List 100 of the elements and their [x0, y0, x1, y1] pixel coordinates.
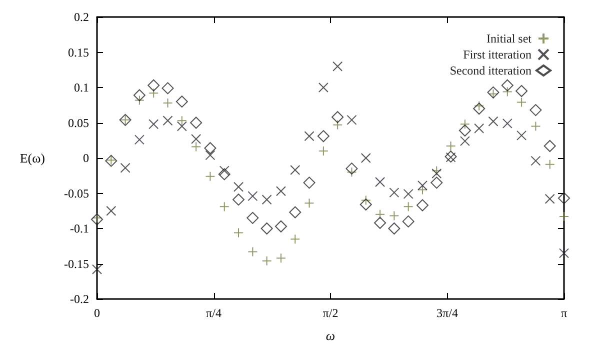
point — [460, 136, 470, 146]
point — [276, 253, 286, 264]
point — [191, 142, 202, 152]
point — [502, 86, 512, 97]
point — [544, 194, 555, 204]
point — [176, 121, 187, 132]
y-tick-label: 0.1 — [74, 80, 89, 94]
point — [91, 213, 103, 226]
y-tick-label: 0.2 — [74, 10, 89, 24]
x-tick-label: 0 — [94, 306, 100, 320]
point — [432, 168, 442, 179]
point — [318, 146, 328, 156]
point — [205, 171, 216, 182]
point — [205, 150, 216, 160]
point — [274, 220, 287, 232]
point — [375, 176, 386, 187]
point — [304, 198, 314, 208]
point — [403, 188, 414, 199]
point — [430, 176, 443, 189]
point — [516, 85, 528, 98]
point — [260, 222, 273, 234]
point — [530, 121, 541, 132]
point — [417, 180, 428, 190]
point — [488, 116, 498, 126]
point — [190, 116, 202, 129]
x-axis-title: ω — [326, 328, 336, 343]
point — [530, 104, 542, 116]
point — [92, 264, 102, 274]
point — [389, 188, 400, 198]
point — [148, 79, 160, 92]
y-tick-label: 0.15 — [68, 45, 89, 60]
x-tick-label: π/4 — [206, 306, 222, 320]
y-tick-label: 0.05 — [68, 116, 89, 130]
point — [530, 156, 541, 166]
point — [290, 234, 300, 244]
legend-label: First itteration — [463, 48, 532, 62]
y-tick-label: -0.15 — [64, 256, 89, 271]
point — [248, 246, 258, 257]
point — [92, 212, 102, 223]
point — [474, 100, 484, 111]
point — [474, 123, 484, 134]
point — [162, 82, 174, 94]
point — [360, 198, 372, 211]
point — [234, 182, 244, 192]
point — [516, 130, 527, 140]
x-tick-label: π/2 — [322, 306, 338, 320]
point — [432, 166, 442, 176]
point — [416, 199, 428, 212]
point — [332, 61, 343, 72]
point — [248, 191, 258, 202]
point — [473, 102, 486, 115]
point — [134, 95, 144, 106]
point — [403, 202, 414, 212]
point — [388, 222, 400, 234]
point — [516, 97, 527, 108]
point — [246, 212, 259, 224]
point — [204, 142, 216, 154]
point — [276, 186, 286, 196]
point — [417, 184, 428, 195]
point — [218, 168, 230, 180]
legend-label: Initial set — [486, 32, 532, 46]
point — [346, 114, 357, 125]
point — [559, 212, 569, 222]
point — [559, 248, 569, 258]
y-tick-label: -0.1 — [70, 222, 89, 236]
point — [234, 228, 244, 238]
point — [176, 96, 188, 108]
point — [346, 167, 357, 178]
point — [133, 89, 146, 102]
point — [502, 118, 512, 128]
point — [191, 134, 202, 144]
point — [219, 202, 230, 212]
point — [148, 88, 159, 98]
point — [162, 98, 173, 108]
point — [262, 194, 272, 205]
point — [148, 119, 159, 130]
point — [106, 206, 116, 216]
point — [501, 79, 514, 92]
point — [318, 82, 328, 92]
x-tick-label: 3π/4 — [436, 306, 458, 320]
point — [289, 206, 302, 218]
point — [304, 131, 314, 142]
legend-label: Second itteration — [450, 64, 532, 78]
point — [290, 164, 300, 175]
point — [544, 140, 556, 152]
point — [162, 116, 173, 126]
point — [360, 195, 371, 206]
point — [488, 88, 498, 99]
point — [134, 134, 144, 145]
point — [303, 176, 316, 189]
point — [360, 153, 371, 163]
point — [332, 120, 343, 130]
point — [374, 216, 386, 229]
point — [446, 141, 456, 152]
point — [544, 159, 555, 170]
point — [458, 124, 471, 137]
point — [346, 162, 358, 175]
point — [332, 111, 344, 124]
point — [558, 192, 570, 204]
point — [487, 86, 500, 98]
